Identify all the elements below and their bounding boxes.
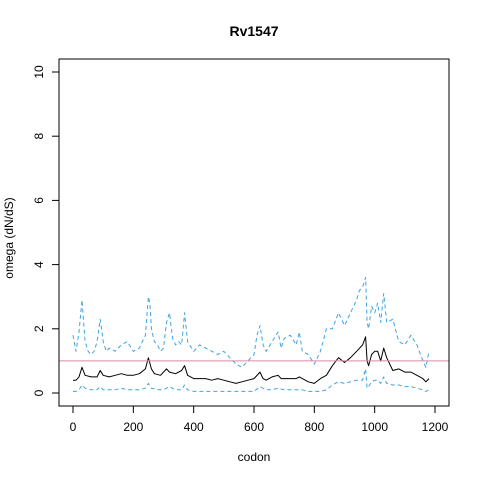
x-tick-label: 200 <box>123 420 143 434</box>
y-tick-label: 8 <box>32 133 46 140</box>
y-tick-label: 2 <box>32 325 46 332</box>
plot-frame <box>58 58 450 407</box>
x-tick-label: 400 <box>184 420 204 434</box>
x-tick-label: 600 <box>244 420 264 434</box>
chart-title: Rv1547 <box>229 23 278 39</box>
y-tick-label: 6 <box>32 197 46 204</box>
y-tick-label: 4 <box>32 261 46 268</box>
x-tick-label: 0 <box>70 420 77 434</box>
y-tick-label: 10 <box>32 65 46 79</box>
x-tick-label: 800 <box>304 420 324 434</box>
x-tick-label: 1200 <box>422 420 449 434</box>
series-line-lower-bound <box>73 368 430 392</box>
y-axis-label: omega (dN/dS) <box>2 197 16 278</box>
plot-series <box>72 276 430 392</box>
y-tick-label: 0 <box>32 389 46 396</box>
series-line-estimate <box>73 336 430 384</box>
x-tick-label: 1000 <box>361 420 388 434</box>
x-axis-label: codon <box>238 450 271 464</box>
